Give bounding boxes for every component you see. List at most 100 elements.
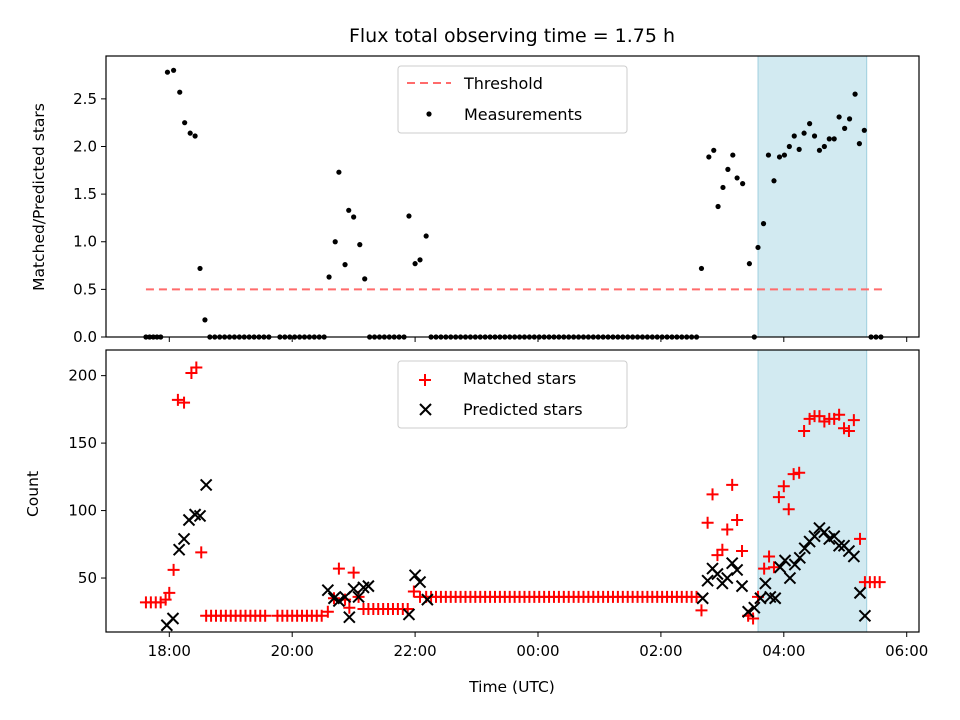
y-tick-label: 50 [78,569,97,587]
legend-measurement-swatch [426,111,432,117]
measurement-point [357,242,363,248]
predicted-star-point [735,579,749,593]
y-tick-label: 2.0 [73,137,97,155]
measurement-point [786,143,792,150]
measurement-point [856,141,862,147]
measurement-point [336,169,342,175]
matched-star-point [321,605,334,618]
matched-star-point [767,561,780,574]
ratio-y-axis-label: Matched/Predicted stars [30,103,48,291]
measurement-point [346,207,352,213]
predicted-star-point [413,575,427,589]
y-tick-label: 100 [68,502,97,520]
matched-star-point [167,563,180,576]
measurement-point [170,67,177,73]
matched-star-point [695,604,708,617]
legend-measurement-label: Measurements [464,105,582,124]
predicted-star-point [741,605,755,618]
measurement-point [781,152,788,158]
matched-star-point [736,545,749,558]
measurement-point [351,214,357,220]
measurement-point [342,262,348,268]
predicted-star-point [773,561,787,574]
measurement-point [821,143,827,150]
ratio-legend: Threshold Measurements [397,65,628,134]
predicted-star-point [402,608,416,621]
measurement-point [326,274,332,280]
measurement-point [791,133,797,139]
measurement-point [836,114,842,120]
predicted-star-point [172,543,186,556]
matched-star-point [171,393,184,406]
measurement-point [765,152,772,158]
measurement-point [760,221,767,227]
x-axis-label: Time (UTC) [468,678,555,696]
bottom-x-ticks: 18:00 20:00 22:00 00:00 02:00 04:00 06:00 [148,632,928,660]
measurement-point [202,317,208,323]
measurement-point [807,121,813,127]
matched-star-point [763,550,776,563]
predicted-star-point [421,593,434,606]
measurement-point [406,213,412,219]
predicted-star-point [711,567,724,581]
matched-star-point [726,478,739,491]
measurement-point [412,261,418,267]
measurement-point [197,265,203,272]
x-tick-label: 00:00 [516,642,559,660]
legend-threshold-label: Threshold [463,74,543,93]
y-tick-label: 1.5 [73,185,97,203]
predicted-star-point [858,609,872,623]
ratio-panel-frame [105,55,920,338]
measurement-point [706,154,712,160]
measurement-point [831,136,837,142]
predicted-star-point [362,579,375,593]
matched-star-point [873,576,886,589]
chart-title: Flux total observing time = 1.75 h [349,25,675,47]
ratio-panel: 0.0 0.5 1.0 1.5 2.0 2.5 Matched/Predicted sta… [30,55,920,346]
matched-star-point [854,532,867,545]
measurement-point [164,69,171,75]
predicted-star-point [778,554,792,567]
predicted-star-point [808,529,821,543]
matched-star-point [777,480,790,493]
predicted-star-point [847,550,861,563]
predicted-star-point [696,592,709,605]
predicted-star-point [332,594,346,608]
predicted-star-point [166,612,180,625]
measurement-point [362,276,368,282]
x-tick-label: 04:00 [762,642,805,660]
predicted-star-point [730,563,744,577]
matched-star-point [747,612,760,625]
predicted-star-point [788,558,802,571]
measurement-point [423,233,429,239]
predicted-star-point [853,586,867,600]
measurement-point [740,181,746,187]
measurement-point [734,175,740,181]
predicted-star-point [177,532,191,546]
measurement-point [811,133,818,139]
top-y-ticks: 0.0 0.5 1.0 1.5 2.0 2.5 [73,90,106,346]
measurement-point [842,125,848,131]
measurement-point [332,239,338,245]
measurement-point [771,178,777,184]
bottom-y-ticks: 50 100 150 200 [68,367,106,587]
predicted-star-point [759,577,772,590]
matched-star-point [758,562,771,575]
count-points [139,361,886,632]
count-legend: Matched stars Predicted stars [397,360,628,429]
matched-star-point [701,516,714,529]
measurement-point [698,265,705,272]
y-tick-label: 1.0 [73,233,97,251]
matched-star-point [721,523,734,536]
x-tick-label: 22:00 [393,642,436,660]
highlight-band-bottom [757,349,868,633]
matched-star-point [407,585,420,598]
measurement-point [417,257,423,263]
matched-star-point [847,414,860,427]
matched-star-point [793,466,806,479]
highlight-band-top [757,55,868,338]
predicted-star-point [798,542,811,555]
measurement-point [846,116,853,122]
top-x-ticks [168,337,908,342]
